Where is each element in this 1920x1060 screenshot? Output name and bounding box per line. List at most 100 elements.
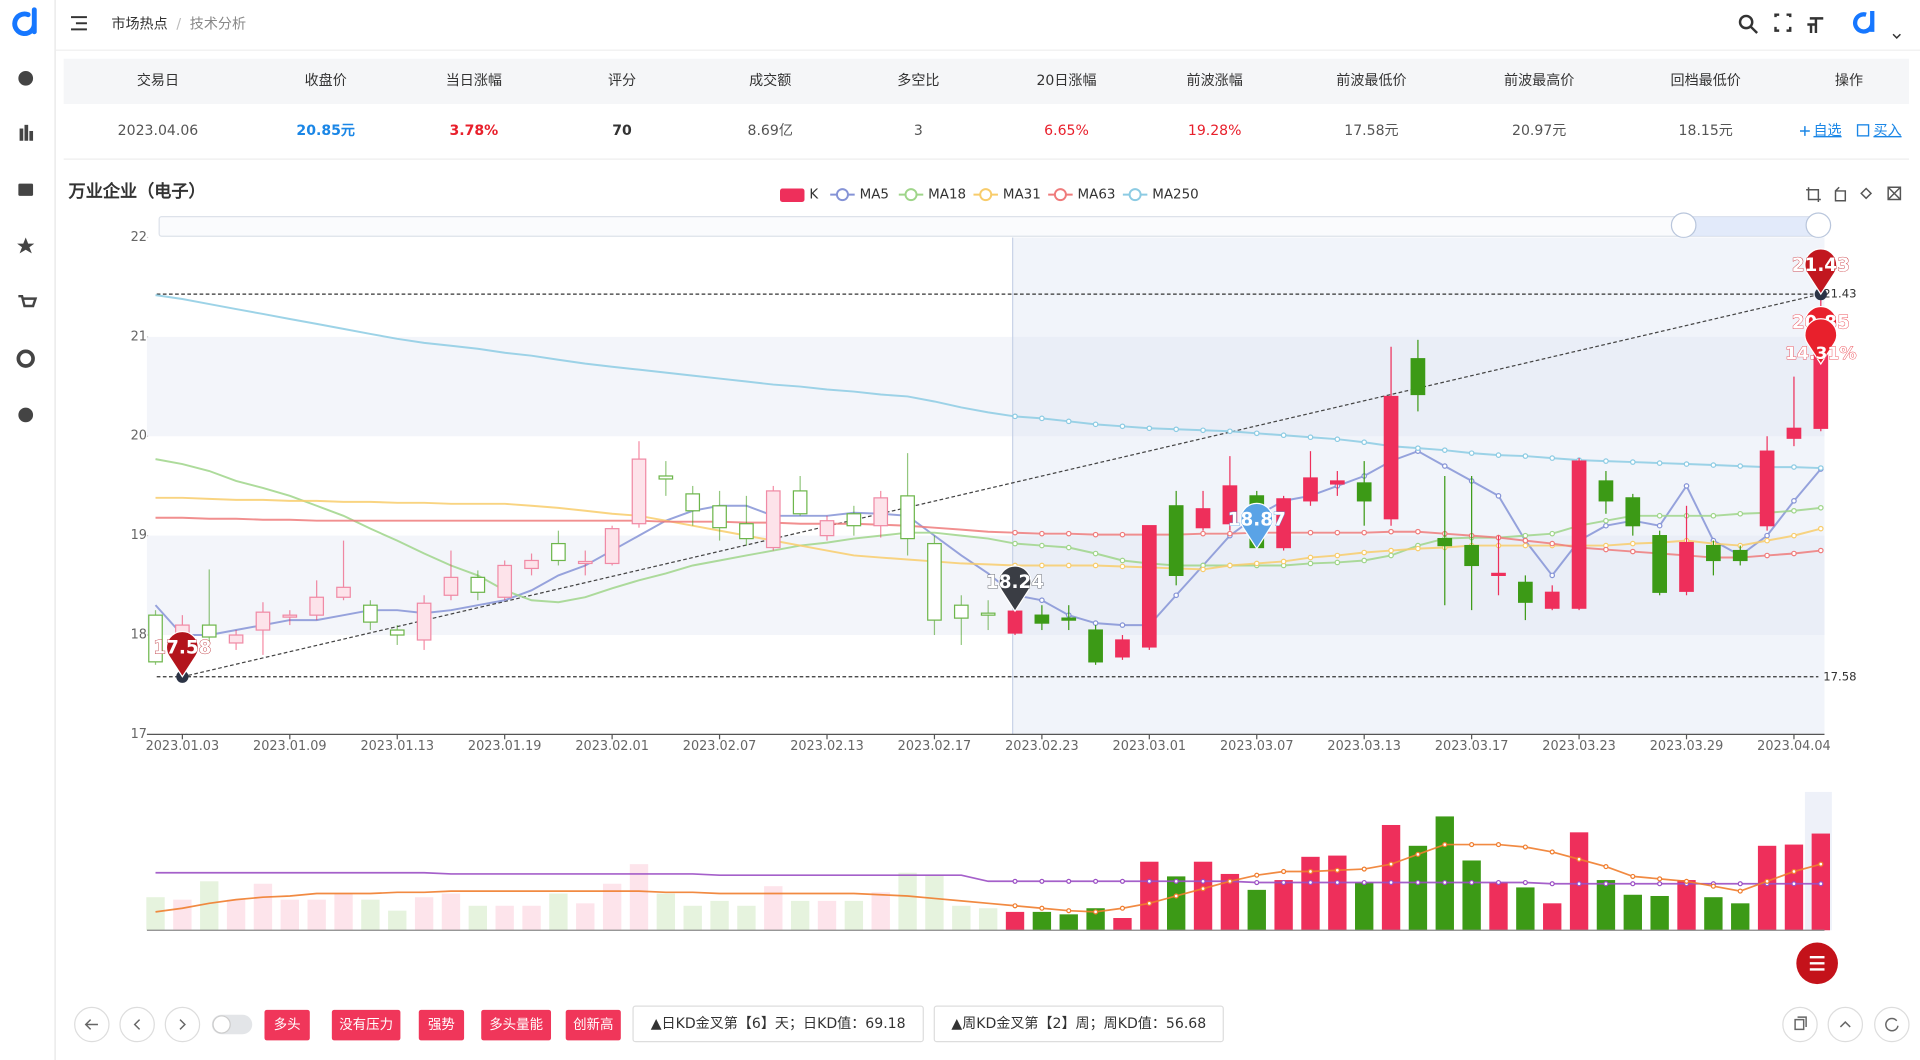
- tag-button[interactable]: [565, 1009, 621, 1041]
- x-tick-label: 2023.03.17: [1435, 739, 1509, 754]
- ma-point: [1280, 432, 1287, 439]
- tag-button[interactable]: [331, 1009, 401, 1041]
- nav-target[interactable]: [16, 349, 35, 368]
- tag-label[interactable]: 多头: [274, 1016, 301, 1033]
- logo-shape[interactable]: [12, 7, 37, 36]
- nav-chart[interactable]: [24, 124, 29, 141]
- volume-ma-point: [1334, 879, 1340, 886]
- next-button[interactable]: [164, 1006, 201, 1043]
- legend-label[interactable]: MA5: [860, 188, 889, 203]
- tag-label[interactable]: 创新高: [573, 1016, 613, 1033]
- top-button[interactable]: [1827, 1006, 1864, 1043]
- legend-dot: [1128, 188, 1142, 202]
- candle-body: [1759, 450, 1775, 527]
- restore-tool[interactable]: [1860, 187, 1873, 200]
- copy-button[interactable]: [1782, 1006, 1818, 1043]
- nav-star[interactable]: [17, 237, 35, 254]
- search-icon[interactable]: [1738, 14, 1754, 30]
- buy-link[interactable]: 买入: [1873, 123, 1901, 139]
- logo[interactable]: [12, 7, 37, 36]
- volume-bar: [1408, 845, 1428, 931]
- ma-point: [1227, 530, 1233, 537]
- ma-point: [1280, 558, 1287, 565]
- x-tick-label: 2023.03.29: [1650, 739, 1724, 754]
- chart-title: 万业企业（电子）: [68, 181, 206, 202]
- x-tick-label: 2023.01.19: [468, 739, 542, 754]
- volume-bar: [1435, 816, 1454, 931]
- volume-bar: [1543, 903, 1562, 931]
- legend-label[interactable]: MA31: [1003, 188, 1041, 203]
- ma-point: [1012, 529, 1018, 536]
- float-menu-icon[interactable]: [1809, 955, 1825, 971]
- tag-label[interactable]: 没有压力: [339, 1017, 393, 1033]
- ma-point: [1791, 464, 1797, 470]
- refresh-button[interactable]: [1874, 1006, 1910, 1043]
- add-icon[interactable]: [1800, 126, 1810, 136]
- buy-icon[interactable]: [1856, 124, 1870, 137]
- volume-bar: [1784, 844, 1804, 931]
- menu-toggle[interactable]: [71, 16, 87, 31]
- tag-button[interactable]: [481, 1009, 552, 1041]
- save-tool[interactable]: [1887, 186, 1902, 201]
- ma-point: [1334, 436, 1341, 443]
- ma-point: [1495, 452, 1502, 458]
- nav-cart[interactable]: [18, 294, 38, 308]
- nav-news[interactable]: [18, 183, 34, 196]
- zoom-reset-tool[interactable]: [1834, 186, 1847, 202]
- zoom-tool[interactable]: [1806, 187, 1821, 202]
- nav-chart[interactable]: [29, 130, 34, 141]
- candle-body: [470, 576, 486, 593]
- nav-chart[interactable]: [19, 128, 24, 141]
- candle-body: [927, 542, 942, 621]
- font-size-icon[interactable]: [1807, 17, 1824, 34]
- search-icon[interactable]: [1750, 26, 1759, 34]
- volume-ma-point: [1227, 878, 1233, 884]
- volume-bar: [1005, 911, 1025, 931]
- prev-button[interactable]: [119, 1006, 155, 1043]
- avatar[interactable]: [1852, 11, 1875, 34]
- volume-bar: [1731, 903, 1750, 931]
- ma-point: [1522, 542, 1529, 549]
- ma-point: [1334, 552, 1341, 559]
- candle-body: [201, 624, 217, 638]
- legend-label[interactable]: MA63: [1078, 188, 1116, 203]
- legend-label[interactable]: MA250: [1152, 188, 1199, 203]
- volume-ma-point: [1039, 905, 1045, 911]
- volume-ma-point: [1710, 883, 1716, 889]
- breadcrumb-item[interactable]: 市场热点: [111, 15, 167, 32]
- nav-dashboard[interactable]: [18, 407, 34, 423]
- x-tick-label: 2023.02.13: [790, 739, 864, 754]
- volume-bar: [361, 899, 380, 931]
- volume-bar: [1274, 880, 1293, 931]
- legend-label[interactable]: MA18: [928, 188, 966, 203]
- tag-button[interactable]: [264, 1009, 310, 1041]
- candle-body: [363, 604, 378, 623]
- ma-point: [1656, 522, 1663, 529]
- avatar-caret[interactable]: [1892, 33, 1901, 39]
- nav-globe[interactable]: [18, 70, 34, 86]
- top-glyph: [1839, 1021, 1851, 1028]
- volume-bar: [1059, 914, 1078, 931]
- tag-label[interactable]: 强势: [428, 1017, 455, 1033]
- tag-button[interactable]: [418, 1009, 465, 1041]
- fullscreen-icon[interactable]: [1774, 13, 1792, 32]
- zoom-window[interactable]: [1683, 216, 1819, 237]
- toggle-knob[interactable]: [212, 1015, 231, 1034]
- ma-point: [1119, 557, 1126, 564]
- candle-body: [255, 611, 271, 631]
- volume-ma-point: [1495, 842, 1502, 848]
- zoom-handle[interactable]: [1670, 212, 1697, 239]
- volume-bar: [1650, 895, 1669, 931]
- table-header: 前波最低价: [1336, 72, 1406, 89]
- volume-ma-point: [1334, 867, 1340, 873]
- candle-body: [1356, 482, 1372, 502]
- legend-dot: [835, 188, 849, 202]
- table-cell: 70: [612, 123, 632, 139]
- tag-label[interactable]: 多头量能: [489, 1016, 543, 1033]
- watch-link[interactable]: 自选: [1813, 123, 1841, 139]
- volume-ma-point: [1603, 881, 1609, 887]
- volume-bar: [388, 910, 407, 931]
- zoom-handle[interactable]: [1805, 212, 1832, 239]
- ma-point: [1361, 557, 1368, 564]
